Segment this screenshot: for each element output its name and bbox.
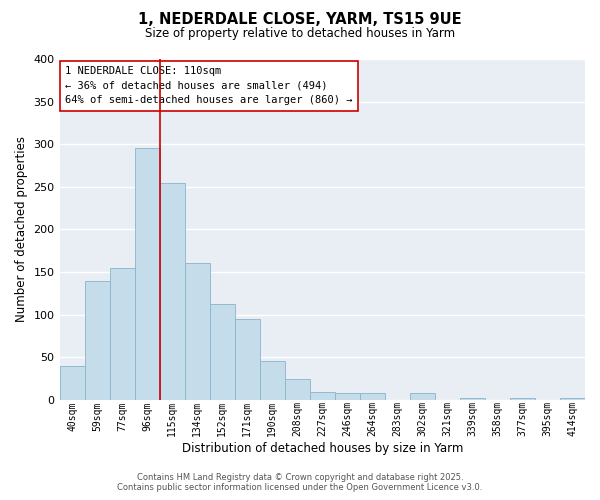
Bar xyxy=(185,264,209,400)
Text: 1 NEDERDALE CLOSE: 110sqm
← 36% of detached houses are smaller (494)
64% of semi: 1 NEDERDALE CLOSE: 110sqm ← 36% of detac… xyxy=(65,66,352,106)
Bar xyxy=(560,398,585,400)
Bar xyxy=(360,393,385,400)
Bar xyxy=(310,392,335,400)
Text: Size of property relative to detached houses in Yarm: Size of property relative to detached ho… xyxy=(145,28,455,40)
Text: Contains HM Land Registry data © Crown copyright and database right 2025.
Contai: Contains HM Land Registry data © Crown c… xyxy=(118,473,482,492)
Bar xyxy=(59,366,85,400)
Y-axis label: Number of detached properties: Number of detached properties xyxy=(15,136,28,322)
Bar xyxy=(410,393,435,400)
Bar xyxy=(460,398,485,400)
Bar xyxy=(235,319,260,400)
Bar xyxy=(110,268,134,400)
Bar xyxy=(260,360,285,400)
Bar xyxy=(160,182,185,400)
Bar xyxy=(134,148,160,400)
Bar xyxy=(285,380,310,400)
Bar xyxy=(510,398,535,400)
Text: 1, NEDERDALE CLOSE, YARM, TS15 9UE: 1, NEDERDALE CLOSE, YARM, TS15 9UE xyxy=(138,12,462,28)
Bar xyxy=(85,280,110,400)
X-axis label: Distribution of detached houses by size in Yarm: Distribution of detached houses by size … xyxy=(182,442,463,455)
Bar xyxy=(335,393,360,400)
Bar xyxy=(209,304,235,400)
